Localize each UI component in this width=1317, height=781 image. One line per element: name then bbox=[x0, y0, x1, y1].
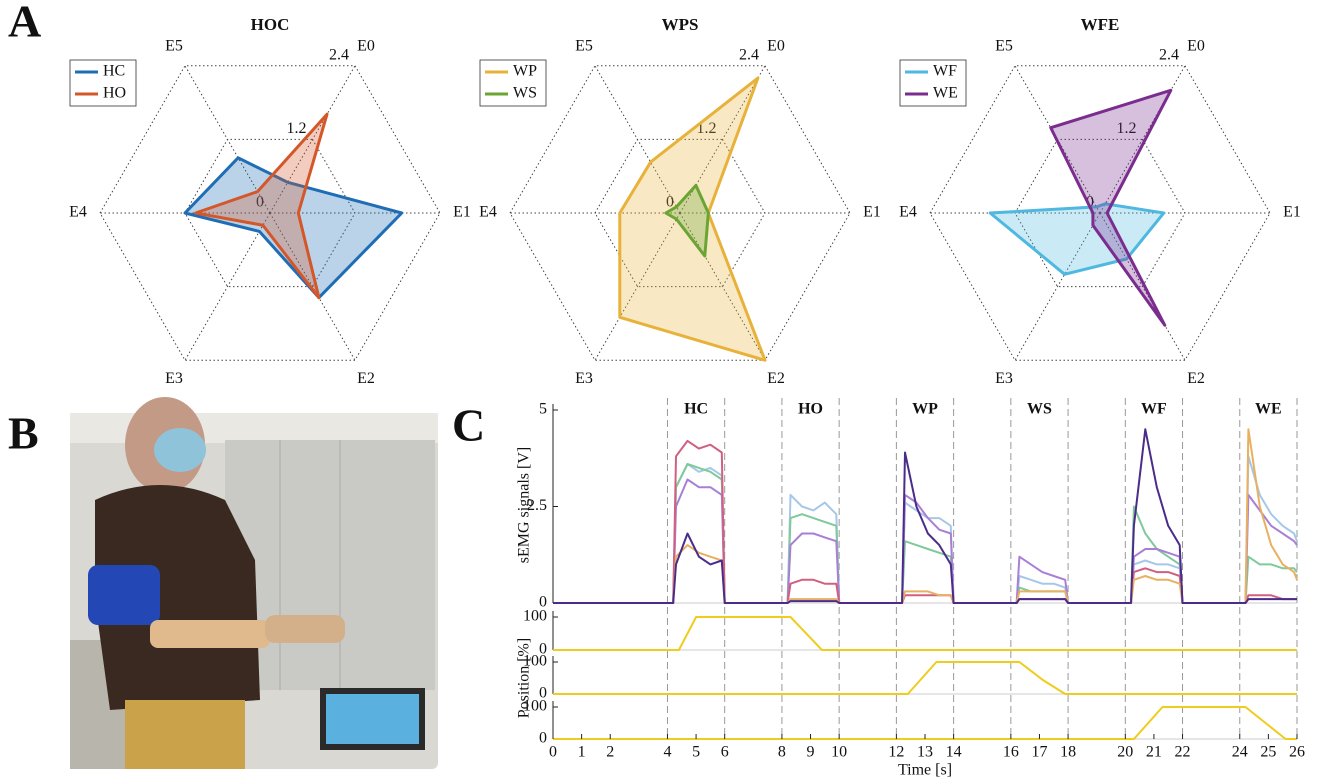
phase-label: WP bbox=[912, 401, 938, 418]
series-line bbox=[553, 456, 1297, 603]
panel-label: C bbox=[452, 400, 485, 451]
axis-label: E2 bbox=[357, 370, 375, 387]
x-tick-label: 20 bbox=[1117, 744, 1133, 761]
chart-title: WFE bbox=[1081, 15, 1120, 34]
x-tick-label: 25 bbox=[1260, 744, 1276, 761]
legend-label: HC bbox=[103, 63, 125, 80]
axis-label: E1 bbox=[453, 204, 471, 221]
x-tick-label: 0 bbox=[549, 744, 557, 761]
phase-label: WF bbox=[1141, 401, 1167, 418]
axis-label: E3 bbox=[165, 370, 183, 387]
radar-area bbox=[990, 204, 1164, 275]
axis-label: E0 bbox=[767, 37, 785, 54]
axis-label: E4 bbox=[899, 204, 917, 221]
phase-label: WS bbox=[1027, 401, 1052, 418]
r-tick-label: 2.4 bbox=[739, 46, 759, 63]
figure: A B C HOC01.22.4E0E1E2E3E4E5HCHOWPS01.22… bbox=[0, 0, 1317, 781]
x-tick-label: 2 bbox=[606, 744, 614, 761]
photo bbox=[70, 397, 438, 769]
axis-label: E1 bbox=[1283, 204, 1301, 221]
x-tick-label: 24 bbox=[1232, 744, 1248, 761]
axis-label: E5 bbox=[165, 37, 183, 54]
x-tick-label: 10 bbox=[831, 744, 847, 761]
x-tick-label: 18 bbox=[1060, 744, 1076, 761]
legend-label: WF bbox=[933, 63, 957, 80]
axis-label: E4 bbox=[69, 204, 87, 221]
r-tick-label: 2.4 bbox=[329, 46, 349, 63]
axis-label: E5 bbox=[995, 37, 1013, 54]
y-axis-label: sEMG signals [V] bbox=[516, 447, 533, 563]
axis-label: E1 bbox=[863, 204, 881, 221]
axis-label: E2 bbox=[767, 370, 785, 387]
x-tick-label: 1 bbox=[578, 744, 586, 761]
r-tick-label: 1.2 bbox=[287, 120, 307, 137]
phase-label: HO bbox=[798, 401, 823, 418]
x-tick-label: 4 bbox=[663, 744, 671, 761]
chart-title: HOC bbox=[251, 15, 290, 34]
series-line bbox=[553, 464, 1297, 603]
series-line bbox=[553, 617, 1297, 650]
r-tick-label: 2.4 bbox=[1159, 46, 1179, 63]
legend-label: WE bbox=[933, 85, 958, 102]
x-tick-label: 9 bbox=[807, 744, 815, 761]
x-tick-label: 12 bbox=[888, 744, 904, 761]
x-tick-label: 17 bbox=[1031, 744, 1047, 761]
y-tick-label: 0 bbox=[539, 730, 547, 747]
axis-label: E3 bbox=[575, 370, 593, 387]
series-line bbox=[553, 480, 1297, 604]
x-axis-label: Time [s] bbox=[898, 762, 952, 779]
x-tick-label: 6 bbox=[721, 744, 729, 761]
panel-label: B bbox=[8, 408, 39, 459]
y-tick-label: 100 bbox=[523, 608, 547, 625]
x-tick-label: 21 bbox=[1146, 744, 1162, 761]
x-tick-label: 8 bbox=[778, 744, 786, 761]
axis-label: E4 bbox=[479, 204, 497, 221]
y-tick-label: 100 bbox=[523, 698, 547, 715]
legend-label: HO bbox=[103, 85, 126, 102]
phase-label: HC bbox=[684, 401, 708, 418]
x-tick-label: 13 bbox=[917, 744, 933, 761]
x-tick-label: 16 bbox=[1003, 744, 1019, 761]
chart-title: WPS bbox=[662, 15, 699, 34]
axis-label: E3 bbox=[995, 370, 1013, 387]
axis-label: E0 bbox=[357, 37, 375, 54]
legend-label: WS bbox=[513, 85, 537, 102]
x-tick-label: 22 bbox=[1175, 744, 1191, 761]
axis-label: E0 bbox=[1187, 37, 1205, 54]
axis-label: E2 bbox=[1187, 370, 1205, 387]
y-tick-label: 5 bbox=[539, 401, 547, 418]
phase-label: WE bbox=[1255, 401, 1282, 418]
x-tick-label: 26 bbox=[1289, 744, 1305, 761]
axis-label: E5 bbox=[575, 37, 593, 54]
series-line bbox=[553, 662, 1297, 694]
series-line bbox=[553, 441, 1297, 603]
panel-label: A bbox=[8, 0, 41, 47]
x-tick-label: 5 bbox=[692, 744, 700, 761]
legend-label: WP bbox=[513, 63, 537, 80]
x-tick-label: 14 bbox=[946, 744, 962, 761]
